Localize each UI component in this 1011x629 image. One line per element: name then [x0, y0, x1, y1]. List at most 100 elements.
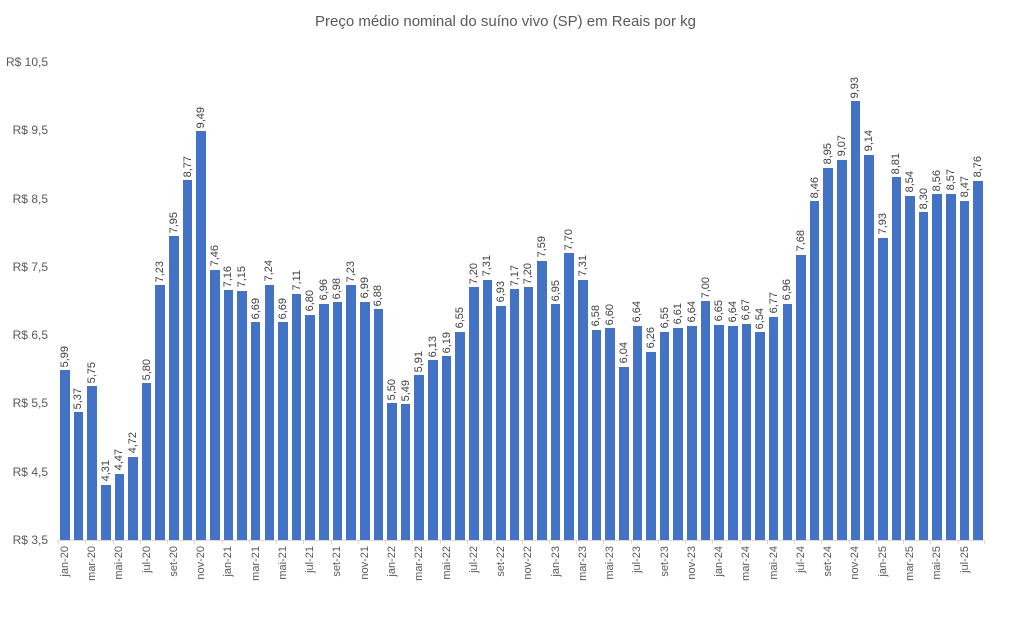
x-tick-label: jul-22: [467, 546, 480, 573]
x-tick-label: jul-20: [140, 546, 153, 573]
chart-title: Preço médio nominal do suíno vivo (SP) e…: [314, 13, 696, 30]
x-axis-tick: [521, 540, 523, 544]
bar-value-label: 6,95: [549, 280, 562, 302]
bar: [305, 314, 315, 540]
bar-value-label: 7,59: [535, 236, 548, 258]
bar: [687, 325, 697, 540]
bar-value-label: 8,95: [822, 143, 835, 165]
bar-value-label: 6,61: [672, 303, 685, 325]
bar: [673, 327, 684, 540]
y-tick-label: R$ 10,5: [5, 55, 48, 69]
bar-value-label: 5,37: [72, 387, 85, 410]
bar-value-label: 9,93: [849, 76, 862, 98]
bar-value-label: 6,19: [440, 331, 453, 354]
bar: [169, 236, 179, 540]
x-axis-tick: [657, 540, 659, 544]
bar-value-label: 6,67: [740, 299, 753, 321]
bar: [523, 287, 534, 540]
x-tick-label: mar-20: [86, 546, 99, 581]
x-tick-label: mar-21: [249, 546, 262, 581]
bar: [278, 322, 288, 540]
bar-value-label: 9,14: [863, 130, 876, 152]
bar: [291, 293, 302, 540]
bar-value-label: 6,99: [358, 277, 371, 299]
bar: [837, 159, 847, 540]
bar-value-label: 7,20: [467, 262, 480, 285]
bar-value-label: 8,77: [181, 155, 194, 178]
bar-value-label: 6,69: [249, 297, 262, 320]
bar-value-label: 7,00: [699, 276, 712, 298]
bar-value-label: 4,47: [113, 449, 126, 471]
bar-value-label: 6,64: [631, 301, 644, 323]
bar: [646, 351, 656, 540]
x-axis-tick: [848, 540, 850, 544]
bar-value-label: 6,54: [754, 308, 767, 330]
x-tick-label: nov-23: [685, 546, 698, 580]
bar-value-label: 6,04: [617, 342, 630, 364]
bar-value-label: 7,46: [208, 245, 221, 267]
bar: [891, 177, 902, 540]
bar: [877, 237, 888, 540]
x-tick-label: jan-22: [385, 546, 398, 577]
x-axis-tick: [167, 540, 169, 544]
y-tick-label: R$ 8,5: [12, 191, 48, 206]
x-tick-label: jul-25: [958, 546, 971, 573]
bar: [400, 404, 411, 540]
x-tick-label: mai-25: [931, 546, 944, 580]
bar: [441, 356, 452, 540]
x-tick-label: mar-23: [576, 546, 589, 581]
bar: [359, 301, 370, 540]
bar-value-label: 5,80: [140, 358, 153, 380]
bar: [946, 193, 956, 540]
x-axis-tick: [739, 540, 741, 544]
x-tick-label: set-24: [822, 546, 835, 577]
bar: [468, 287, 479, 540]
x-tick-label: jan-25: [876, 546, 889, 577]
x-tick-label: set-20: [167, 546, 180, 577]
bar-value-label: 9,07: [835, 135, 848, 157]
bar-value-label: 6,58: [590, 305, 603, 327]
x-tick-label: jan-20: [58, 546, 71, 577]
x-axis-tick: [276, 540, 278, 544]
bar: [428, 360, 438, 540]
bar: [728, 325, 738, 540]
x-axis-tick: [466, 540, 468, 544]
bar: [114, 473, 125, 540]
bar-value-label: 5,49: [399, 379, 412, 402]
bar: [414, 375, 425, 540]
x-axis-tick: [303, 540, 305, 544]
bar-value-label: 7,16: [222, 265, 235, 288]
bar-value-label: 6,88: [372, 284, 385, 307]
x-axis-tick: [712, 540, 714, 544]
bar: [632, 325, 643, 540]
bar: [809, 201, 820, 540]
x-axis-tick: [494, 540, 496, 544]
bar-value-label: 6,55: [658, 307, 671, 329]
bar-value-label: 6,80: [304, 290, 317, 312]
x-axis-tick: [439, 540, 441, 544]
x-axis-tick: [930, 540, 932, 544]
x-tick-label: nov-21: [358, 546, 371, 580]
x-axis-tick: [576, 540, 578, 544]
bar: [87, 386, 97, 540]
bar: [332, 302, 343, 540]
x-tick-label: jul-23: [631, 546, 644, 573]
bar: [618, 366, 629, 540]
x-axis-tick: [903, 540, 905, 544]
x-tick-label: mar-25: [904, 546, 917, 581]
bar: [591, 329, 602, 540]
bar-value-label: 5,99: [58, 345, 71, 367]
x-axis-tick: [112, 540, 114, 544]
x-axis-tick: [412, 540, 414, 544]
bar-value-label: 6,93: [495, 281, 508, 303]
bar-value-label: 6,64: [726, 301, 739, 323]
bar-value-label: 4,72: [126, 432, 139, 454]
bar-value-label: 5,91: [413, 351, 426, 373]
bar: [196, 130, 206, 540]
bar-value-label: 7,11: [290, 269, 303, 291]
bar: [959, 200, 970, 540]
bar-value-label: 8,81: [890, 152, 903, 175]
bar: [741, 323, 752, 540]
y-tick-label: R$ 5,5: [12, 396, 48, 411]
